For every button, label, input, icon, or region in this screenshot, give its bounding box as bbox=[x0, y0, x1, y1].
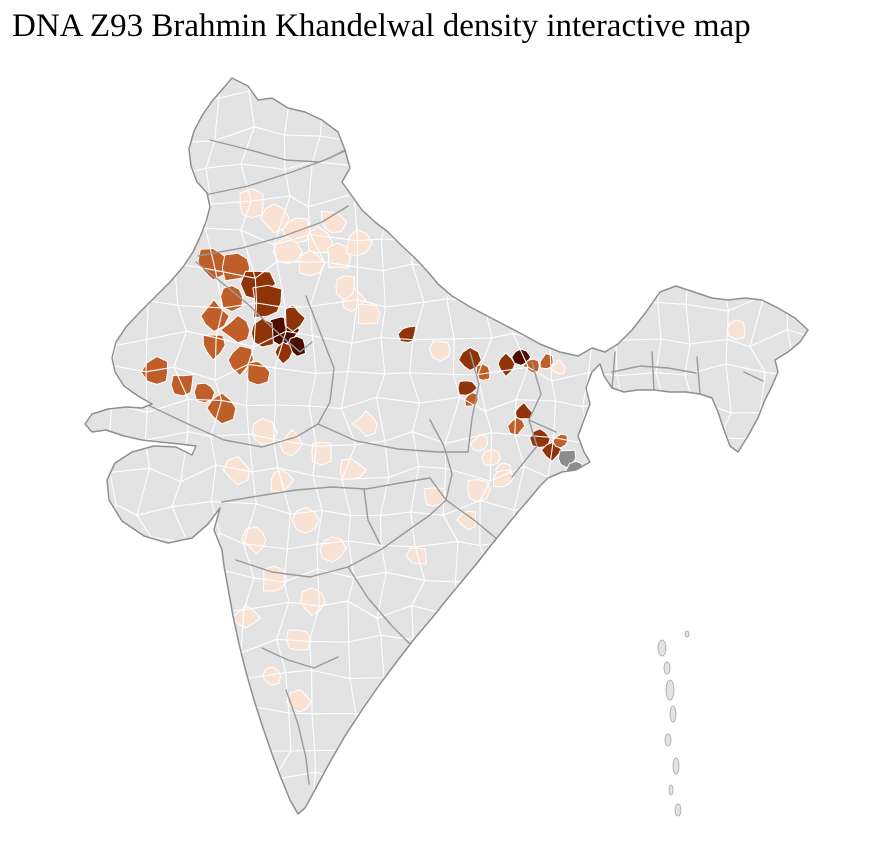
district-low[interactable] bbox=[252, 417, 278, 445]
district-low[interactable] bbox=[222, 456, 251, 486]
district-low[interactable] bbox=[241, 526, 267, 555]
district-high[interactable] bbox=[514, 401, 533, 420]
district-medium[interactable] bbox=[206, 392, 237, 425]
state-boundaries bbox=[149, 139, 764, 785]
state-border-line bbox=[743, 371, 764, 382]
island-shape bbox=[669, 705, 677, 723]
state-border-line bbox=[209, 139, 346, 163]
district-low[interactable] bbox=[428, 340, 451, 362]
state-border-line bbox=[429, 419, 453, 501]
district-low[interactable] bbox=[308, 225, 334, 254]
district-low[interactable] bbox=[339, 458, 368, 481]
district-low[interactable] bbox=[270, 469, 295, 493]
state-border-line bbox=[696, 356, 701, 395]
island-shape bbox=[657, 639, 667, 657]
state-border-line bbox=[317, 423, 469, 453]
state-border-line bbox=[467, 351, 480, 453]
island-shape bbox=[684, 630, 690, 638]
district-low[interactable] bbox=[424, 487, 448, 507]
district-low[interactable] bbox=[262, 565, 288, 592]
district-high[interactable] bbox=[274, 341, 293, 365]
andaman-islands bbox=[657, 630, 690, 817]
district-medium[interactable] bbox=[227, 345, 255, 377]
district-low[interactable] bbox=[335, 275, 355, 301]
state-border-line bbox=[528, 419, 557, 433]
india-landmass bbox=[85, 78, 808, 814]
island-shape bbox=[668, 784, 674, 796]
island-shape bbox=[663, 661, 671, 675]
district-low[interactable] bbox=[278, 428, 303, 457]
state-border-line bbox=[285, 689, 310, 785]
state-border-line bbox=[149, 405, 319, 448]
district-medium[interactable] bbox=[219, 314, 251, 344]
state-border-line bbox=[511, 445, 538, 478]
district-low[interactable] bbox=[260, 203, 290, 234]
island-shape bbox=[672, 757, 680, 775]
state-border-line bbox=[611, 351, 616, 389]
map-title: DNA Z93 Brahmin Khandelwal density inter… bbox=[12, 8, 751, 44]
district-medium[interactable] bbox=[475, 363, 491, 381]
island-shape bbox=[665, 679, 675, 701]
state-border-line bbox=[197, 205, 349, 257]
district-low[interactable] bbox=[351, 410, 378, 437]
district-medium[interactable] bbox=[202, 334, 226, 361]
state-border-line bbox=[363, 488, 381, 545]
district-low[interactable] bbox=[239, 188, 264, 219]
district-low[interactable] bbox=[469, 433, 489, 452]
state-border-line bbox=[528, 361, 542, 447]
district-low[interactable] bbox=[345, 229, 373, 257]
state-border-line bbox=[261, 647, 339, 669]
state-border-line bbox=[221, 477, 447, 503]
state-border-line bbox=[235, 499, 447, 578]
state-border-line bbox=[305, 295, 335, 425]
district-low[interactable] bbox=[286, 689, 312, 713]
district-low[interactable] bbox=[492, 469, 515, 488]
island-shape bbox=[664, 733, 672, 747]
state-border-line bbox=[611, 365, 697, 374]
state-border-line bbox=[651, 351, 655, 391]
district-low[interactable] bbox=[467, 479, 491, 503]
highlighted-districts bbox=[140, 188, 746, 713]
island-shape bbox=[674, 803, 682, 817]
state-border-line bbox=[265, 321, 313, 353]
district-medium[interactable] bbox=[245, 360, 271, 386]
district-low[interactable] bbox=[456, 510, 477, 531]
state-border-line bbox=[195, 261, 267, 323]
district-low[interactable] bbox=[298, 249, 326, 277]
district-medium[interactable] bbox=[507, 416, 526, 437]
district-low[interactable] bbox=[291, 506, 320, 534]
district-low[interactable] bbox=[405, 547, 427, 565]
district-high[interactable] bbox=[283, 304, 306, 333]
india-outline bbox=[84, 77, 809, 815]
district-low[interactable] bbox=[327, 242, 351, 269]
district-low[interactable] bbox=[357, 303, 381, 325]
state-border-line bbox=[347, 566, 413, 647]
district-low[interactable] bbox=[726, 319, 746, 341]
